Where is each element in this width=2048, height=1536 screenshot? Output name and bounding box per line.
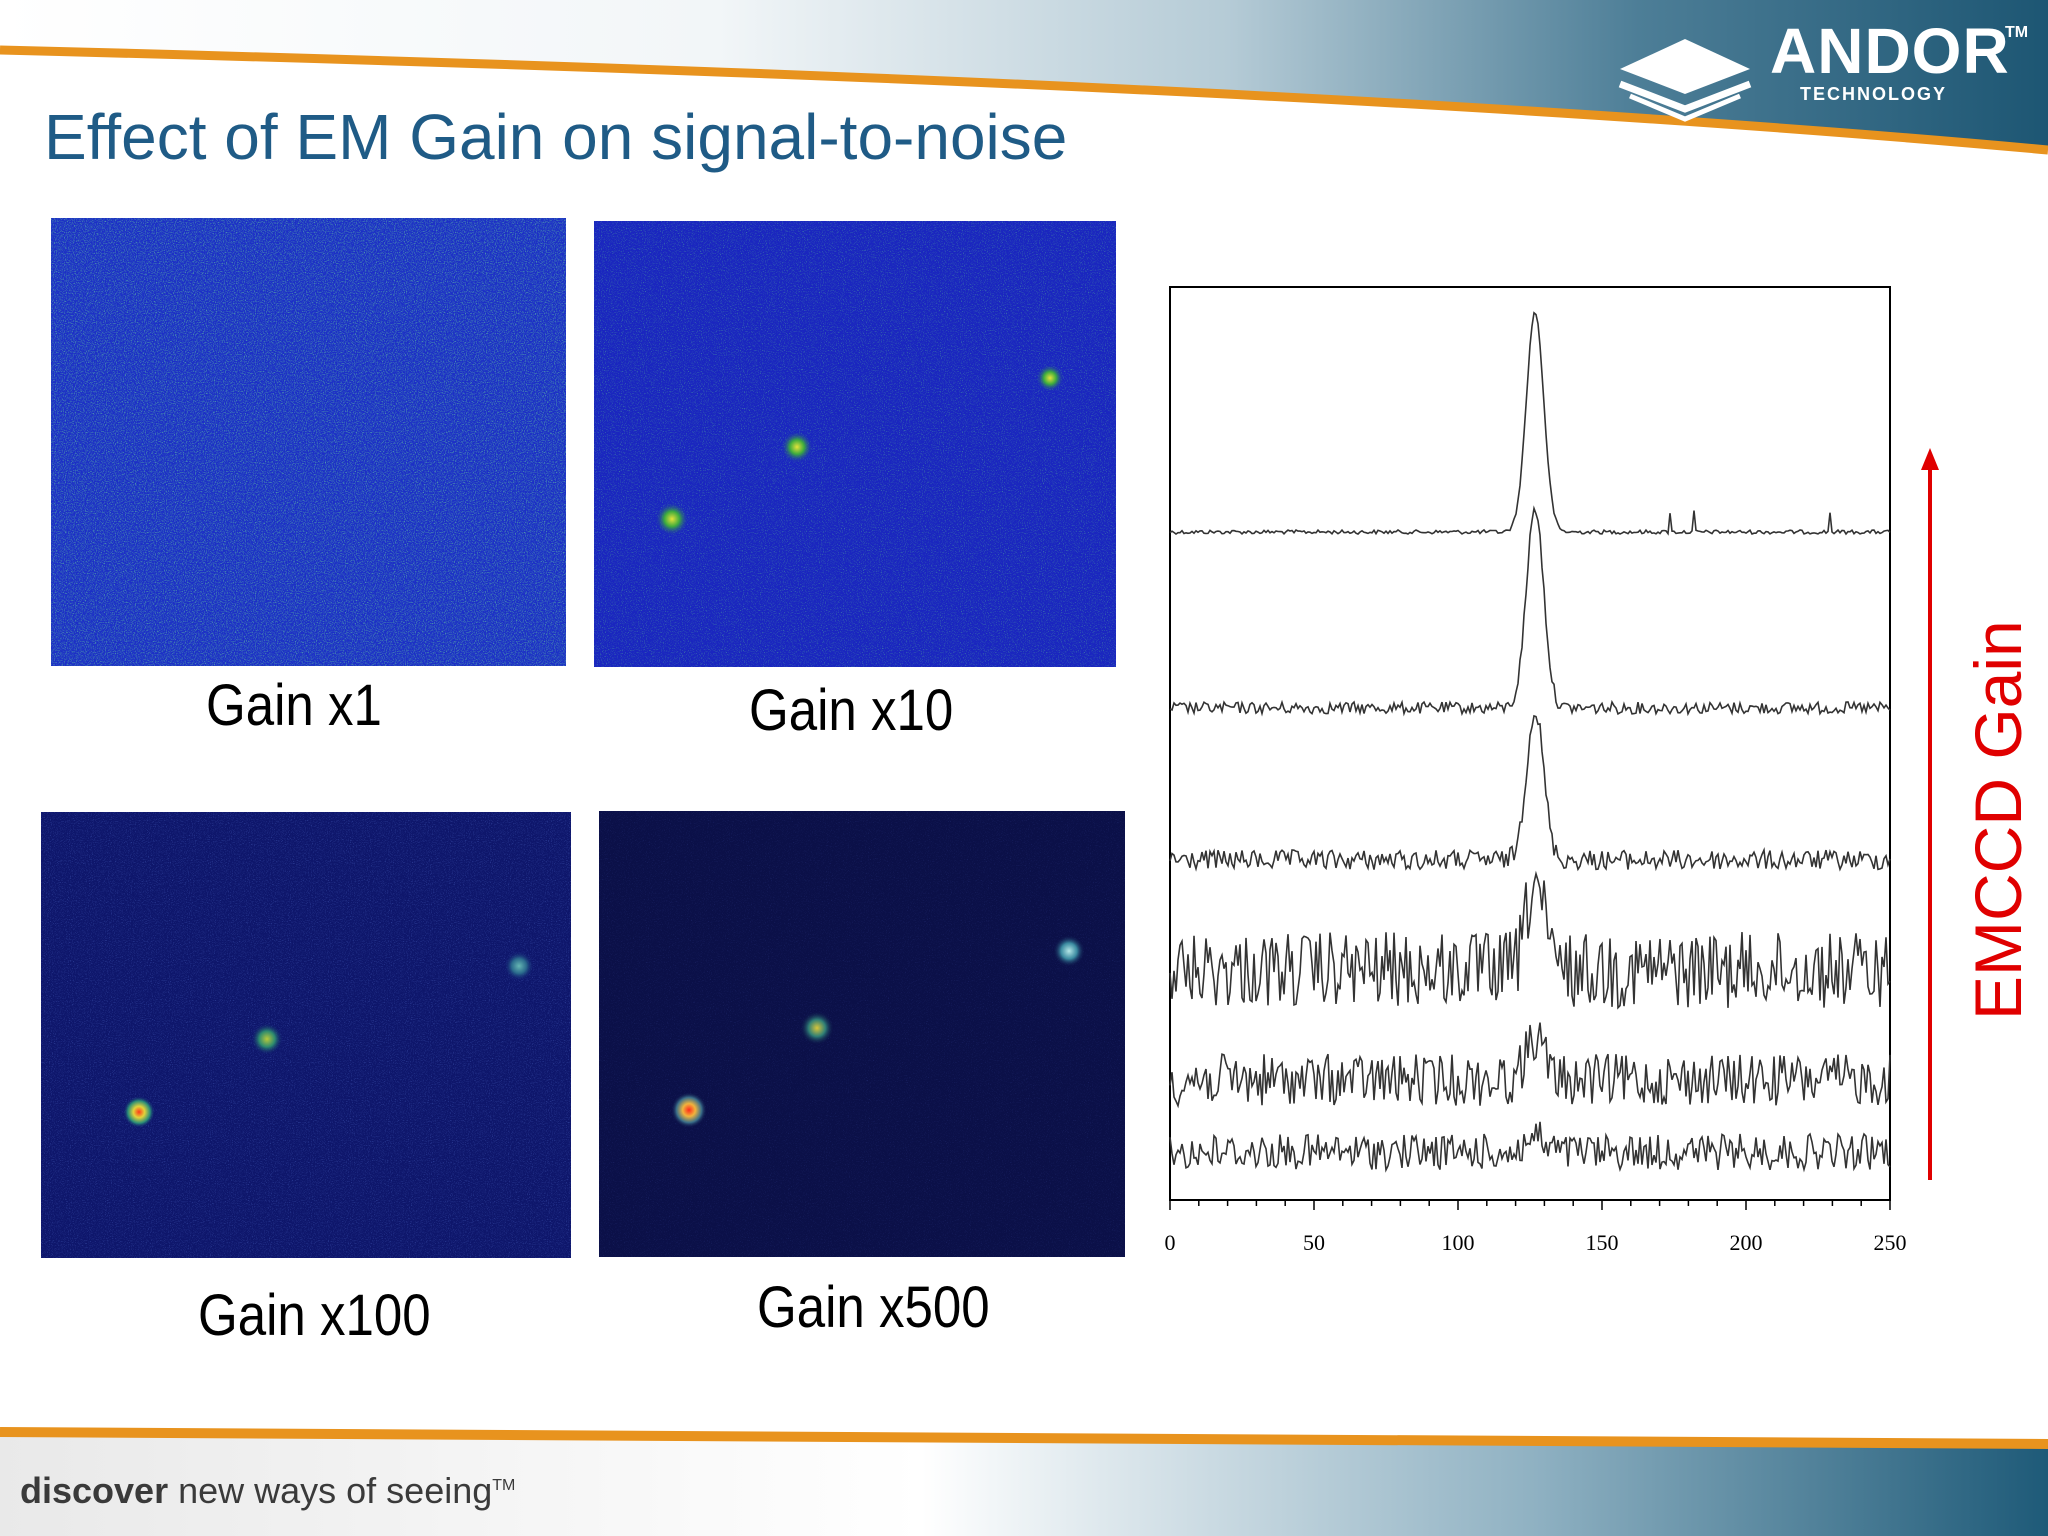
header-band [0,0,2048,155]
gain-up-arrow-icon [1921,448,1939,1180]
image-gain-x100 [41,812,571,1258]
caption-gain-x500: Gain x500 [757,1275,990,1340]
page-title: Effect of EM Gain on signal-to-noise [44,101,1068,173]
x-tick-label: 150 [1586,1230,1619,1255]
caption-gain-x1: Gain x1 [206,673,382,738]
x-tick-label: 250 [1874,1230,1907,1255]
emccd-gain-label: EMCCD Gain [1961,620,2035,1020]
x-tick-label: 0 [1165,1230,1176,1255]
signal-trace [1169,1121,1891,1173]
caption-gain-x10: Gain x10 [749,678,954,743]
signal-trace [1169,870,1891,1010]
signal-trace-plot: 0 50 100 150 200 250 [1150,270,1920,1290]
footer-band [0,1427,2048,1536]
plot-frame [1169,286,1891,1201]
x-tick-label: 50 [1303,1230,1325,1255]
image-gain-x500 [599,811,1125,1257]
andor-logo: ANDOR TM TECHNOLOGY [1610,14,2030,124]
tagline-bold: discover [20,1470,169,1511]
tagline-rest: new ways of seeing [168,1470,493,1511]
andor-logo-mark-icon [1618,39,1752,122]
caption-gain-x100: Gain x100 [198,1283,431,1348]
logo-trademark: TM [2005,24,2029,41]
x-tick-label: 100 [1442,1230,1475,1255]
x-tick-label: 200 [1730,1230,1763,1255]
signal-trace [1169,311,1891,536]
logo-subtitle: TECHNOLOGY [1800,84,1948,104]
signal-trace [1169,1022,1891,1109]
image-gain-x1 [51,218,566,666]
plot-canvas: 0 50 100 150 200 250 [1165,286,1907,1255]
signal-trace [1169,505,1891,717]
image-gain-x10 [594,221,1116,667]
footer-tagline: discover new ways of seeingTM [20,1470,515,1512]
signal-trace [1169,714,1891,872]
logo-word: ANDOR [1770,15,2010,87]
tagline-trademark: TM [492,1477,516,1494]
